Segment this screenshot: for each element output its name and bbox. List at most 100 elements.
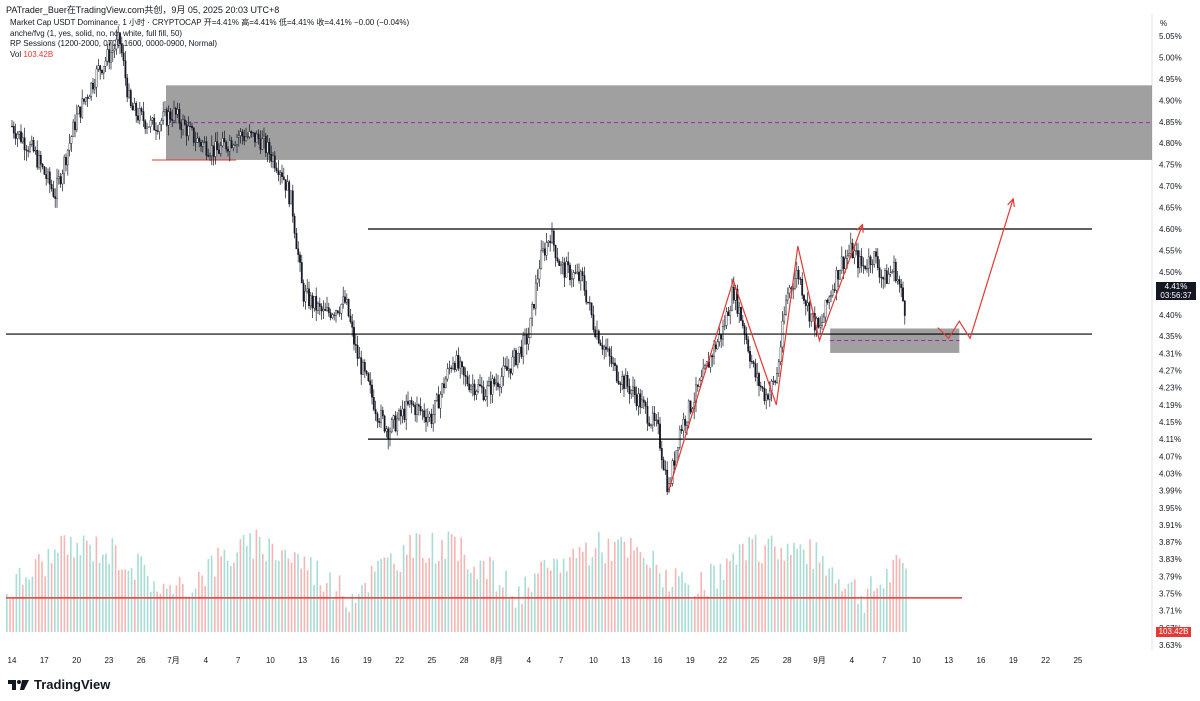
symbol-line[interactable]: Market Cap USDT Dominance, 1 小时 · CRYPTO… [10,18,410,27]
volume-bar [847,583,850,632]
axis-unit-label[interactable]: % [1160,19,1168,28]
volume-bar [210,555,213,632]
candle-body [421,410,424,412]
price-tick-label: 3.71% [1159,607,1182,616]
candle-body [461,361,463,368]
price-tick-label: 3.75% [1159,590,1182,599]
date-tick-label: 7 [559,656,564,665]
candle-body [846,255,849,259]
candle-body [446,368,449,380]
candle-body [257,133,260,139]
candle-body [817,318,820,328]
candle-body [858,256,861,269]
volume-bar [495,591,498,632]
candle-body [563,262,566,278]
candle-body [457,355,460,369]
volume-bar [889,582,891,632]
volume-bar [684,582,686,632]
volume-bar [770,535,773,632]
candle-body [623,375,625,389]
candle-body [828,296,831,303]
candle-body [795,269,798,279]
candle-body [189,125,192,127]
candle-body [340,304,343,314]
date-tick-label: 20 [72,656,81,665]
volume-bar [594,548,597,632]
candle-body [520,346,523,357]
candle-body [416,404,418,415]
indicator-sessions[interactable]: RP Sessions (1200-2000, 0700-1600, 0000-… [10,39,218,48]
candle-body [725,311,728,326]
volume-bar [617,539,619,632]
candle-body [590,302,593,316]
candle-body [873,251,876,265]
volume-bar [690,599,693,632]
candle-body [857,250,859,269]
candle-body [578,271,580,281]
price-tick-label: 5.05% [1159,32,1182,41]
levels-layer [6,228,1092,440]
volume-bar [364,582,366,632]
candle-body [740,307,742,321]
candle-body [90,82,93,97]
volume-bar [236,552,238,632]
candle-body [362,362,364,375]
candle-body [396,418,399,432]
candle-body [574,272,577,274]
volume-bar [527,587,530,632]
date-tick-label: 10 [912,656,921,665]
candle-body [743,325,746,335]
candle-body [824,299,827,318]
candle-body [113,48,116,51]
candle-body [533,304,535,309]
candle-body [241,131,244,137]
annotations-layer [668,197,1015,491]
candle-body [34,150,37,152]
candle-body [56,178,58,199]
candle-body [122,52,125,61]
candle-body [876,256,879,268]
volume-bar [265,561,267,632]
candle-body [43,166,46,175]
candle-body [434,400,436,415]
volume-bar [863,612,866,632]
candle-body [97,65,100,70]
candle-body [869,256,872,265]
candle-body [545,242,548,256]
candle-body [95,68,98,88]
volume-bar [204,585,206,632]
candle-body [686,421,688,426]
candle-body [218,149,220,154]
candle-body [714,344,717,350]
candle-body [66,149,69,166]
candle-body [657,419,660,425]
volume-bar [572,548,574,632]
candle-body [102,65,105,74]
candle-body [525,334,528,345]
volume-bar [95,536,98,632]
candle-body [831,289,834,296]
date-tick-label: 16 [654,656,663,665]
candle-body [835,270,838,291]
candle-body [106,49,109,62]
candle-body [612,362,615,364]
volume-bar [271,543,274,632]
volume-bar [831,567,834,632]
tradingview-logo[interactable]: TradingView [8,677,110,692]
candle-body [655,419,658,421]
candle-body [124,60,127,79]
candle-body [119,32,121,44]
candle-body [110,52,112,63]
candle-body [470,385,472,391]
candle-body [437,394,440,409]
volume-bar [566,571,568,632]
candle-body [363,362,366,372]
candle-body [174,108,177,115]
candle-body [430,413,433,424]
candle-body [158,124,161,132]
volume-bar [466,569,469,632]
candle-body [768,390,771,400]
candle-body [210,145,213,157]
indicator-fvg[interactable]: anche/fvg (1, yes, solid, no, no, white,… [10,28,183,38]
